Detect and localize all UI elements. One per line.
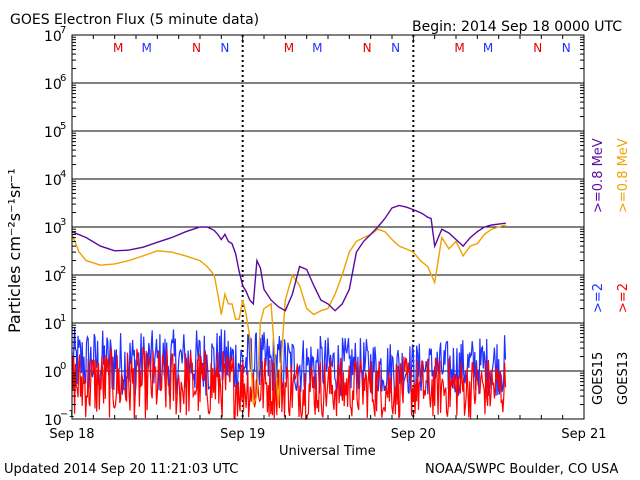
noon-midnight-marker: M: [113, 41, 123, 55]
y-tick-exponent: 0: [60, 361, 66, 372]
y-tick-exponent: 3: [60, 217, 66, 228]
legend-goes13: GOES13: [616, 352, 631, 405]
y-tick-label: 101: [44, 313, 66, 333]
y-tick-label: 105: [44, 121, 66, 141]
series-line-goes15-0-8-mev: [71, 204, 506, 312]
x-tick-label: Sep 19: [220, 427, 265, 442]
y-tick-base: 10: [44, 125, 62, 141]
y-tick-label: 10−1: [44, 409, 75, 429]
credit-label: NOAA/SWPC Boulder, CO USA: [425, 462, 618, 477]
y-tick-base: 10: [44, 173, 62, 189]
chart-title: GOES Electron Flux (5 minute data): [10, 12, 259, 28]
y-tick-label: 102: [44, 265, 66, 285]
y-tick-label: 106: [44, 73, 66, 93]
noon-midnight-marker: N: [363, 41, 372, 55]
y-tick-exponent: 4: [60, 169, 66, 180]
noon-midnight-marker: N: [533, 41, 542, 55]
y-tick-label: 100: [44, 361, 66, 381]
y-tick-base: 10: [44, 413, 62, 429]
noon-midnight-marker: M: [454, 41, 464, 55]
x-axis-ticks: Sep 18 Sep 19 Sep 20 Sep 21: [49, 35, 607, 442]
y-tick-base: 10: [44, 221, 62, 237]
y-tick-label: 103: [44, 217, 66, 237]
x-axis-label: Universal Time: [279, 444, 376, 459]
y-tick-exponent: 6: [60, 73, 66, 84]
series-line-goes13-0-8-mev: [71, 224, 506, 405]
noon-midnight-marker: M: [141, 41, 151, 55]
x-tick-label: Sep 18: [49, 427, 94, 442]
y-tick-base: 10: [44, 365, 62, 381]
noon-midnight-marker: M: [483, 41, 493, 55]
noon-midnight-marker: N: [391, 41, 400, 55]
noon-midnight-marker: N: [562, 41, 571, 55]
y-tick-exponent: 5: [60, 121, 66, 132]
noon-midnight-marker: N: [192, 41, 201, 55]
y-tick-label: 104: [44, 169, 66, 189]
y-tick-base: 10: [44, 77, 62, 93]
y-tick-exponent: 1: [60, 313, 66, 324]
x-tick-label: Sep 20: [391, 427, 436, 442]
legend-goes13-ge2: >=2: [616, 283, 631, 313]
plot-area: [71, 204, 507, 421]
right-legend: >=0.8 MeV >=0.8 MeV >=2 >=2 GOES15 GOES1…: [591, 138, 631, 405]
noon-midnight-marker: N: [220, 41, 229, 55]
updated-timestamp: Updated 2014 Sep 20 11:21:03 UTC: [4, 462, 238, 477]
noon-midnight-marker: M: [312, 41, 322, 55]
y-tick-base: 10: [44, 269, 62, 285]
y-tick-exponent: 7: [60, 25, 66, 36]
y-tick-label: 107: [44, 25, 66, 45]
x-tick-label: Sep 21: [561, 427, 606, 442]
y-tick-base: 10: [44, 317, 62, 333]
y-axis-label: Particles cm⁻²s⁻¹sr⁻¹: [5, 168, 24, 333]
legend-goes15-ge2: >=2: [591, 283, 606, 313]
series-line-goes13-2-mev: [71, 346, 507, 421]
legend-goes15-ge08: >=0.8 MeV: [591, 138, 606, 213]
noon-midnight-marker: M: [284, 41, 294, 55]
legend-goes13-ge08: >=0.8 MeV: [616, 138, 631, 213]
y-tick-base: 10: [44, 29, 62, 45]
y-tick-exponent: 2: [60, 265, 66, 276]
legend-goes15: GOES15: [591, 352, 606, 405]
begin-label: Begin: 2014 Sep 18 0000 UTC: [412, 19, 622, 35]
grid-lines: [72, 35, 584, 419]
y-tick-exponent: −1: [60, 409, 75, 420]
